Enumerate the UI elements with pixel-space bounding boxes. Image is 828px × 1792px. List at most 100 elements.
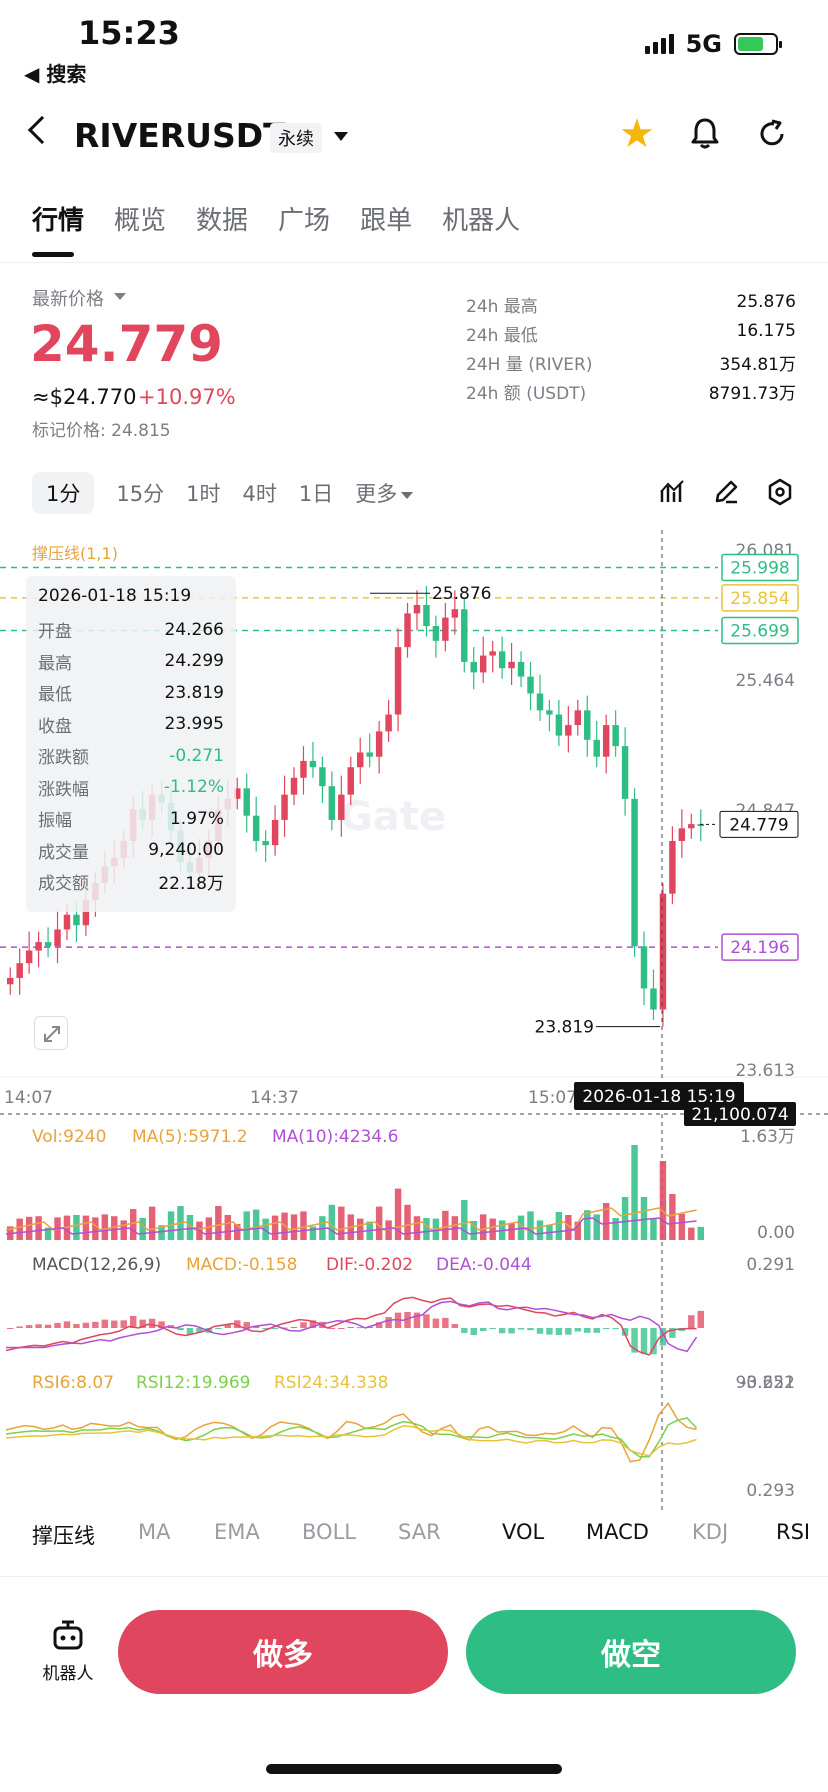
signal-icon	[644, 34, 674, 54]
volume-bar	[290, 1214, 298, 1240]
long-button[interactable]: 做多	[118, 1610, 448, 1694]
candle-body	[442, 617, 449, 641]
volume-bar	[243, 1211, 250, 1240]
macd-histogram-bar	[347, 1326, 354, 1328]
macd-histogram-bar	[650, 1328, 657, 1355]
rsi12-line	[5, 1417, 698, 1458]
ind-tab-ema[interactable]: EMA	[214, 1520, 260, 1544]
bell-icon[interactable]	[688, 116, 722, 150]
volume-bar	[148, 1206, 156, 1240]
candle-body	[319, 767, 326, 787]
ind-tab-rsi[interactable]: RSI	[776, 1520, 811, 1544]
candle-body	[7, 977, 14, 985]
last-price-label[interactable]: 最新价格	[32, 289, 104, 310]
bot-button[interactable]: 机器人	[36, 1618, 100, 1684]
macd-histogram-bar	[92, 1321, 99, 1328]
candlestick-chart[interactable]: Gate26.08125.46424.84724.23023.61325.998…	[0, 530, 828, 1510]
share-icon[interactable]	[756, 118, 788, 150]
level-label: 25.854	[730, 589, 789, 609]
volume-bar	[309, 1226, 317, 1240]
candle-body	[546, 710, 553, 715]
candle-body	[536, 693, 544, 711]
macd-histogram-bar	[196, 1328, 203, 1332]
macd-histogram-bar	[35, 1324, 42, 1328]
candle-body	[489, 651, 496, 656]
vol-bottom-label: 0.00	[757, 1223, 795, 1243]
tab-bot[interactable]: 机器人	[442, 206, 521, 236]
main-tabs: 行情 概览 数据 广场 跟单 机器人	[32, 200, 520, 237]
macd-histogram-bar	[215, 1328, 222, 1329]
stat-label: 24h 额 (USDT)	[466, 384, 587, 404]
ind-tab-support[interactable]: 撑压线	[32, 1524, 95, 1548]
volume-bar	[120, 1220, 127, 1240]
level-tag	[721, 553, 799, 582]
interval-1h[interactable]: 1时	[186, 482, 221, 506]
candle-body	[234, 788, 241, 799]
candle-body	[404, 613, 411, 648]
indicator-chart-icon[interactable]	[658, 478, 686, 506]
tooltip-key: 成交量	[38, 842, 89, 863]
symbol-title[interactable]: RIVERUSDT	[74, 116, 286, 155]
x-tick-label: 15:07	[528, 1088, 577, 1108]
candle-body	[517, 661, 525, 677]
candle-body	[602, 725, 610, 757]
interval-more-label: 更多	[355, 482, 398, 506]
ind-tab-boll[interactable]: BOLL	[302, 1520, 356, 1544]
last-price: 24.779	[30, 315, 223, 373]
tab-copy-trade[interactable]: 跟单	[360, 206, 413, 236]
back-to-search-link[interactable]: ◀ 搜索	[24, 62, 87, 86]
macd-histogram-bar	[574, 1328, 582, 1332]
divider	[0, 262, 828, 263]
macd-histogram-bar	[120, 1320, 127, 1328]
volume-bar	[593, 1214, 600, 1240]
macd-histogram-bar	[565, 1328, 572, 1335]
back-chevron-icon[interactable]	[27, 115, 57, 145]
ind-tab-kdj[interactable]: KDJ	[692, 1520, 729, 1544]
tooltip-row: 开盘 24.266	[38, 614, 224, 646]
level-label: 24.196	[730, 938, 789, 958]
interval-1d[interactable]: 1日	[298, 482, 334, 506]
volume-bar	[271, 1215, 279, 1240]
home-indicator	[266, 1764, 562, 1774]
interval-1m[interactable]: 1分	[32, 472, 95, 514]
candle-body	[527, 676, 534, 694]
tab-overview[interactable]: 概览	[114, 206, 167, 236]
settings-hexagon-icon[interactable]	[766, 478, 794, 506]
24h-stats: 24h 最高 25.876 24h 最低 16.175 24H 量 (RIVER) 3…	[466, 292, 796, 408]
tab-market[interactable]: 行情	[32, 206, 85, 236]
candle-body	[574, 710, 582, 726]
macd-histogram-bar	[73, 1324, 80, 1328]
volume-bar	[111, 1216, 118, 1240]
candle-body	[271, 819, 279, 846]
rsi12-label: RSI12:19.969	[136, 1373, 250, 1393]
indicator-tabs: 撑压线 MA EMA BOLL SAR VOL MACD KDJ RSI	[0, 1520, 828, 1560]
ind-tab-macd[interactable]: MACD	[586, 1520, 649, 1544]
tooltip-value: 9,240.00	[148, 840, 224, 861]
symbol-dropdown-icon[interactable]	[334, 132, 348, 141]
favorite-star-icon[interactable]: ★	[619, 111, 655, 157]
candle-body	[612, 725, 619, 747]
draw-pencil-icon[interactable]	[712, 478, 740, 506]
volume-bar	[479, 1214, 487, 1240]
tooltip-row: 涨跌幅 -1.12%	[38, 772, 224, 804]
volume-bar	[16, 1218, 23, 1240]
ind-tab-vol[interactable]: VOL	[502, 1520, 545, 1544]
tab-square[interactable]: 广场	[278, 206, 331, 236]
ind-tab-ma[interactable]: MA	[138, 1520, 171, 1544]
macd-histogram-bar	[442, 1317, 449, 1328]
stat-label: 24h 最低	[466, 326, 538, 346]
fullscreen-expand-icon[interactable]	[34, 1016, 68, 1050]
interval-more[interactable]: 更多	[355, 478, 414, 508]
interval-15m[interactable]: 15分	[116, 482, 165, 506]
candle-body	[338, 794, 345, 820]
ind-tab-sar[interactable]: SAR	[398, 1520, 441, 1544]
short-button[interactable]: 做空	[466, 1610, 796, 1694]
tab-data[interactable]: 数据	[196, 206, 249, 236]
candle-body	[82, 899, 90, 926]
interval-4h[interactable]: 4时	[242, 482, 277, 506]
price-type-dropdown-icon[interactable]	[114, 293, 126, 300]
macd-histogram-bar	[479, 1328, 487, 1332]
low-marker-label: 23.819	[535, 1018, 594, 1038]
macd-histogram-bar	[498, 1328, 506, 1334]
contract-type-badge[interactable]: 永续	[270, 123, 322, 153]
